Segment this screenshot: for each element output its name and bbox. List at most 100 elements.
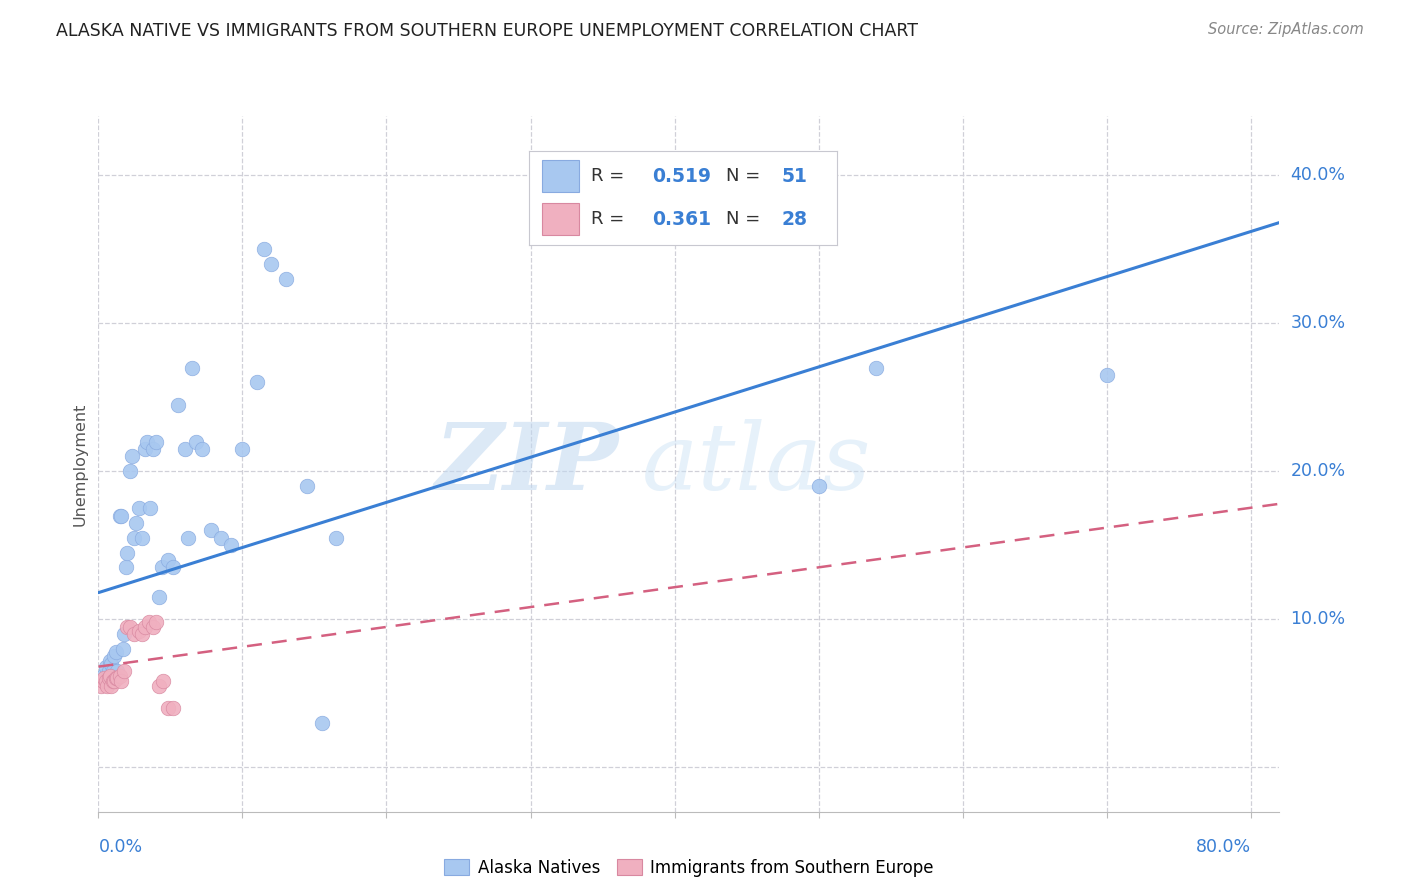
Text: 20.0%: 20.0%: [1291, 462, 1346, 480]
Point: [162, 560, 184, 574]
Point: [112, 627, 135, 641]
Point: [148, 679, 170, 693]
Point: [100, 679, 122, 693]
Point: [105, 672, 128, 686]
Point: [98, 654, 121, 668]
Point: [93, 672, 115, 686]
Point: [173, 442, 195, 456]
Point: [231, 442, 253, 456]
Point: [103, 674, 125, 689]
Point: [186, 434, 208, 449]
Point: [121, 450, 143, 464]
Point: [125, 516, 148, 530]
Text: 10.0%: 10.0%: [1291, 610, 1346, 628]
Point: [156, 553, 179, 567]
Point: [145, 615, 167, 630]
Text: R =: R =: [591, 167, 630, 186]
Text: 40.0%: 40.0%: [1291, 166, 1346, 184]
Point: [152, 674, 174, 689]
Text: 80.0%: 80.0%: [1195, 838, 1251, 856]
Point: [103, 649, 125, 664]
Point: [120, 464, 142, 478]
Point: [111, 641, 134, 656]
Point: [1095, 368, 1118, 382]
Point: [90, 679, 112, 693]
Point: [138, 615, 160, 630]
Point: [105, 664, 128, 678]
Point: [98, 668, 121, 682]
Point: [136, 434, 159, 449]
Point: [104, 672, 127, 686]
Point: [162, 701, 184, 715]
FancyBboxPatch shape: [541, 203, 579, 235]
Text: 0.519: 0.519: [652, 167, 711, 186]
Point: [115, 620, 138, 634]
Point: [101, 664, 124, 678]
Point: [200, 524, 222, 538]
Point: [148, 590, 170, 604]
Point: [91, 674, 114, 689]
Text: 30.0%: 30.0%: [1291, 314, 1346, 332]
Text: R =: R =: [591, 211, 630, 228]
Legend: Alaska Natives, Immigrants from Southern Europe: Alaska Natives, Immigrants from Southern…: [437, 852, 941, 883]
Point: [131, 531, 153, 545]
Point: [114, 560, 136, 574]
Text: 0.361: 0.361: [652, 210, 711, 229]
Text: 0.0%: 0.0%: [98, 838, 142, 856]
Point: [246, 376, 269, 390]
Point: [325, 531, 347, 545]
Point: [124, 627, 146, 641]
Text: atlas: atlas: [641, 419, 872, 508]
Point: [145, 434, 167, 449]
Point: [134, 620, 156, 634]
Text: Source: ZipAtlas.com: Source: ZipAtlas.com: [1208, 22, 1364, 37]
Point: [124, 531, 146, 545]
Point: [97, 672, 120, 686]
Point: [108, 508, 131, 523]
Point: [807, 479, 830, 493]
Point: [865, 360, 887, 375]
Y-axis label: Unemployment: Unemployment: [72, 402, 87, 525]
Point: [142, 442, 165, 456]
Point: [260, 257, 283, 271]
Point: [128, 501, 150, 516]
Text: 51: 51: [782, 167, 807, 186]
Point: [101, 674, 124, 689]
Point: [139, 501, 162, 516]
Point: [110, 508, 132, 523]
Text: 28: 28: [782, 210, 807, 229]
Point: [108, 668, 131, 682]
Point: [191, 442, 214, 456]
Point: [100, 657, 122, 671]
Point: [181, 360, 204, 375]
Point: [115, 546, 138, 560]
Text: N =: N =: [725, 211, 766, 228]
Point: [166, 398, 188, 412]
Point: [94, 674, 117, 689]
FancyBboxPatch shape: [541, 161, 579, 192]
Point: [96, 679, 118, 693]
Point: [297, 479, 319, 493]
Text: N =: N =: [725, 167, 766, 186]
Point: [177, 531, 200, 545]
Point: [94, 659, 117, 673]
Point: [142, 620, 165, 634]
Point: [91, 668, 114, 682]
Point: [209, 531, 232, 545]
Point: [120, 620, 142, 634]
Text: ALASKA NATIVE VS IMMIGRANTS FROM SOUTHERN EUROPE UNEMPLOYMENT CORRELATION CHART: ALASKA NATIVE VS IMMIGRANTS FROM SOUTHER…: [56, 22, 918, 40]
Point: [134, 442, 156, 456]
Point: [128, 624, 150, 639]
Point: [96, 672, 118, 686]
Point: [131, 627, 153, 641]
Point: [219, 538, 242, 552]
Text: ZIP: ZIP: [434, 419, 619, 508]
Point: [97, 664, 120, 678]
Point: [110, 674, 132, 689]
Point: [150, 560, 173, 574]
Point: [311, 715, 333, 730]
Point: [112, 664, 135, 678]
Point: [253, 242, 276, 256]
Point: [274, 272, 297, 286]
Point: [104, 645, 127, 659]
